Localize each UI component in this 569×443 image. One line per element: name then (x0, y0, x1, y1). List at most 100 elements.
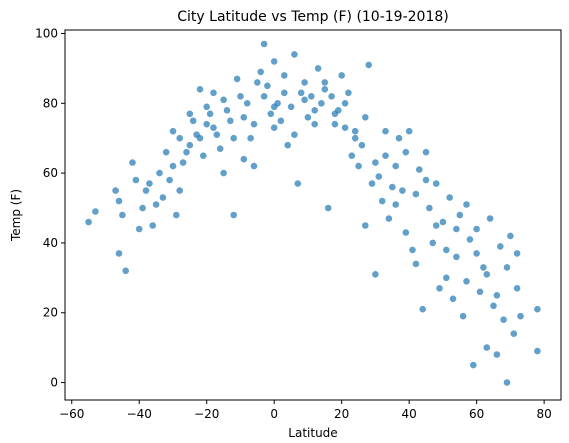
data-point-128 (186, 110, 194, 118)
data-point-127 (176, 134, 183, 142)
data-point-15 (156, 169, 163, 177)
plot-frame (64, 29, 562, 401)
data-point-85 (389, 183, 396, 191)
data-point-103 (449, 295, 457, 303)
data-point-122 (513, 250, 521, 257)
data-point-156 (463, 278, 470, 285)
data-point-110 (473, 225, 480, 233)
data-point-132 (220, 96, 227, 104)
data-point-27 (196, 134, 204, 142)
data-point-19 (169, 162, 177, 170)
data-point-73 (348, 152, 356, 159)
data-point-83 (382, 152, 389, 159)
data-point-106 (459, 312, 467, 320)
x-tick-label: 20 (334, 407, 349, 421)
data-point-112 (480, 264, 487, 271)
data-point-148 (382, 127, 389, 135)
data-point-39 (237, 93, 244, 100)
data-point-86 (392, 162, 400, 170)
data-point-121 (510, 330, 518, 338)
data-point-159 (493, 292, 501, 299)
data-point-23 (183, 148, 190, 156)
data-point-28 (200, 152, 207, 159)
data-point-126 (169, 127, 177, 135)
x-axis-ticks: −60 −40 −20 0 20 40 60 80 (59, 400, 552, 421)
data-point-31 (210, 89, 217, 97)
data-point-59 (301, 96, 308, 104)
data-point-145 (351, 134, 359, 142)
data-point-154 (443, 246, 450, 254)
data-point-63 (314, 65, 322, 72)
y-axis-ticks: 0 20 40 60 80 100 (35, 26, 65, 390)
data-point-146 (362, 114, 369, 121)
data-point-89 (402, 229, 410, 236)
data-point-115 (490, 302, 497, 310)
data-point-160 (503, 264, 511, 271)
data-point-42 (247, 134, 254, 142)
data-point-108 (466, 236, 474, 243)
data-point-72 (345, 89, 352, 97)
data-point-90 (405, 127, 413, 135)
data-point-104 (453, 253, 460, 261)
data-point-35 (223, 107, 231, 114)
data-point-36 (227, 117, 234, 125)
data-point-57 (294, 180, 302, 187)
y-tick-label: 60 (43, 166, 58, 180)
y-tick-label: 100 (35, 26, 58, 40)
data-point-102 (446, 194, 454, 201)
data-point-107 (463, 201, 470, 208)
data-point-13 (149, 222, 156, 229)
x-tick-label: 80 (536, 407, 551, 421)
data-point-129 (196, 86, 204, 93)
data-point-32 (213, 131, 221, 138)
data-point-18 (166, 176, 173, 184)
data-point-34 (220, 169, 227, 177)
data-point-98 (432, 180, 440, 187)
data-point-37 (230, 211, 237, 219)
data-point-29 (203, 120, 210, 128)
data-point-58 (297, 89, 305, 97)
data-point-153 (432, 222, 440, 229)
data-point-12 (146, 180, 153, 187)
data-point-81 (375, 173, 383, 180)
data-point-100 (439, 218, 447, 226)
data-point-48 (267, 110, 275, 118)
data-point-155 (453, 225, 460, 233)
data-point-10 (139, 204, 146, 212)
data-point-24 (186, 141, 194, 149)
data-point-105 (456, 211, 464, 219)
data-point-77 (362, 222, 369, 229)
data-point-40 (240, 114, 248, 121)
data-point-22 (179, 159, 187, 166)
data-point-45 (257, 68, 265, 76)
chart-title: City Latitude vs Temp (F) (10-19-2018) (177, 9, 448, 25)
data-point-61 (308, 93, 315, 100)
data-point-56 (291, 51, 298, 58)
data-point-76 (358, 141, 366, 149)
data-point-8 (132, 176, 140, 184)
data-point-75 (355, 162, 362, 170)
data-point-139 (291, 131, 298, 138)
data-point-55 (287, 103, 295, 111)
x-tick-label: −20 (194, 407, 219, 421)
data-point-1 (92, 208, 99, 215)
data-point-138 (281, 72, 288, 79)
data-point-3 (115, 197, 123, 205)
data-point-16 (159, 194, 167, 201)
data-point-92 (412, 260, 420, 268)
data-point-64 (318, 100, 325, 107)
x-tick-label: −60 (59, 407, 84, 421)
plot-background (65, 30, 561, 400)
data-point-140 (301, 79, 308, 86)
data-point-84 (385, 215, 393, 222)
data-point-88 (399, 187, 406, 194)
x-tick-label: 60 (469, 407, 484, 421)
x-tick-label: −40 (127, 407, 152, 421)
data-point-120 (507, 232, 514, 240)
data-point-6 (122, 267, 129, 275)
data-point-46 (260, 40, 268, 48)
data-point-50 (270, 58, 278, 65)
data-points (85, 40, 541, 386)
data-point-91 (409, 246, 416, 254)
